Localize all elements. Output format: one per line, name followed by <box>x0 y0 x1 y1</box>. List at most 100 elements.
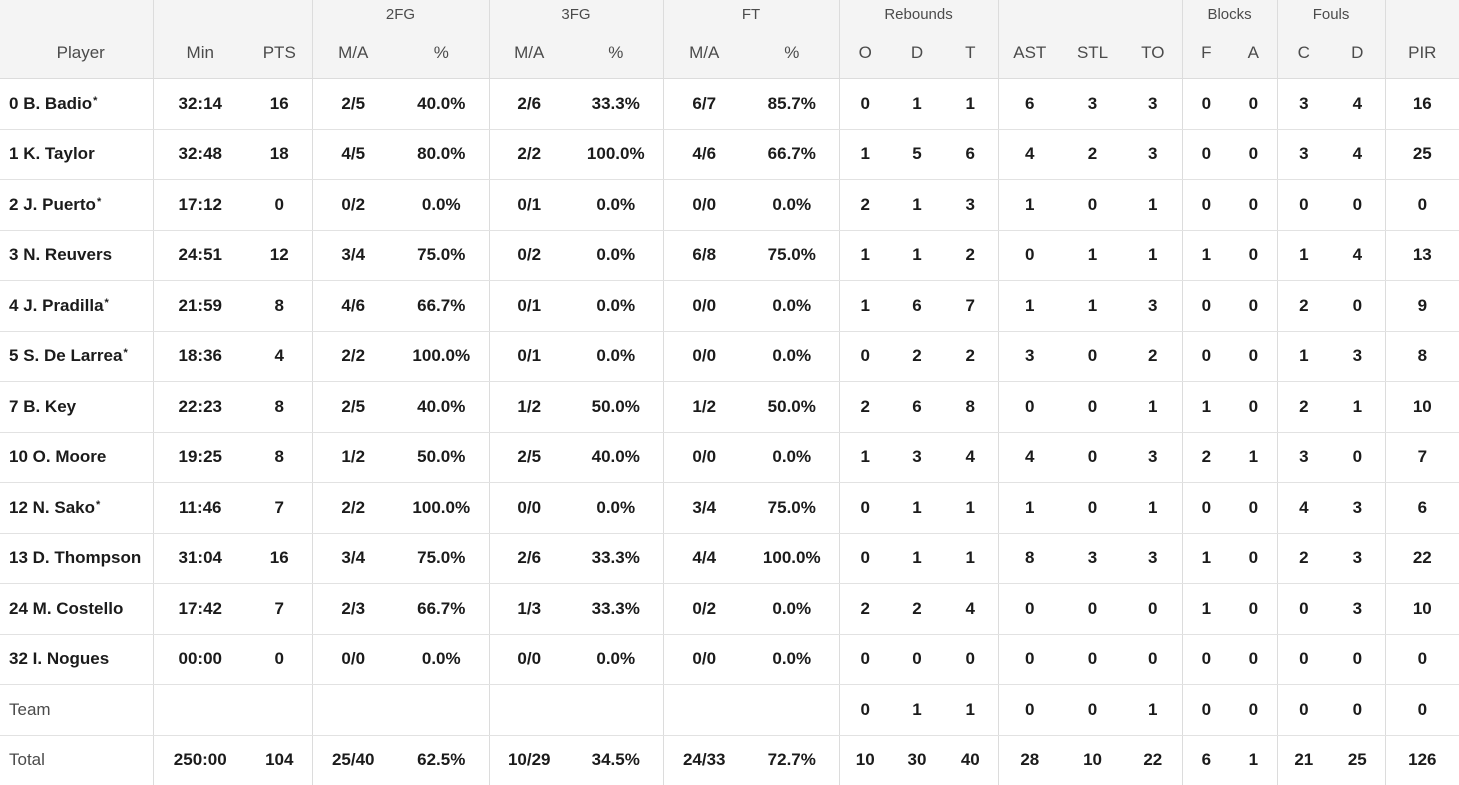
cell-reb-defensive: 5 <box>891 129 943 180</box>
player-number: 24 <box>9 599 28 618</box>
cell-pts: 16 <box>247 79 312 130</box>
column-header-2fg-pct[interactable]: % <box>394 28 489 79</box>
cell-min: 00:00 <box>153 634 247 685</box>
cell-blocks-for: 0 <box>1182 281 1230 332</box>
column-header-player[interactable]: Player <box>0 28 153 79</box>
cell-reb-defensive: 6 <box>891 281 943 332</box>
column-header-3fg-made-attempted[interactable]: M/A <box>489 28 569 79</box>
column-header-ast[interactable]: AST <box>998 28 1061 79</box>
cell-ft-pct <box>745 685 839 736</box>
player-name-link[interactable]: B. Key <box>23 397 76 416</box>
cell-3fg-made-attempted: 2/6 <box>489 79 569 130</box>
cell-to: 1 <box>1124 230 1182 281</box>
cell-reb-offensive: 1 <box>839 230 891 281</box>
column-header-pts[interactable]: PTS <box>247 28 312 79</box>
column-header-reb-defensive[interactable]: D <box>891 28 943 79</box>
cell-blocks-against: 0 <box>1230 584 1277 635</box>
cell-reb-offensive: 1 <box>839 432 891 483</box>
player-name-link[interactable]: D. Thompson <box>33 548 142 567</box>
cell-pts: 8 <box>247 281 312 332</box>
cell-fouls-committed: 0 <box>1277 180 1330 231</box>
player-cell: 5 S. De Larrea* <box>0 331 153 382</box>
cell-ft-pct: 0.0% <box>745 331 839 382</box>
player-cell: 1 K. Taylor <box>0 129 153 180</box>
cell-2fg-made-attempted: 2/5 <box>312 79 394 130</box>
cell-blocks-for: 1 <box>1182 382 1230 433</box>
player-number: 5 <box>9 346 18 365</box>
cell-blocks-against: 0 <box>1230 533 1277 584</box>
player-name-link[interactable]: M. Costello <box>33 599 124 618</box>
player-name-link[interactable]: B. Badio <box>23 94 92 113</box>
cell-min: 22:23 <box>153 382 247 433</box>
column-header-min[interactable]: Min <box>153 28 247 79</box>
cell-fouls-committed: 1 <box>1277 230 1330 281</box>
cell-2fg-pct: 66.7% <box>394 584 489 635</box>
cell-ft-made-attempted: 0/0 <box>663 432 745 483</box>
player-cell: 32 I. Nogues <box>0 634 153 685</box>
column-header-pir[interactable]: PIR <box>1385 28 1459 79</box>
cell-blocks-for: 2 <box>1182 432 1230 483</box>
cell-stl: 0 <box>1061 483 1124 534</box>
cell-2fg-pct: 40.0% <box>394 382 489 433</box>
cell-pts: 16 <box>247 533 312 584</box>
column-header-ft-pct[interactable]: % <box>745 28 839 79</box>
cell-3fg-made-attempted: 2/5 <box>489 432 569 483</box>
column-header-stl[interactable]: STL <box>1061 28 1124 79</box>
player-name-link[interactable]: S. De Larrea <box>23 346 122 365</box>
player-name-link[interactable]: I. Nogues <box>33 649 110 668</box>
player-name-link[interactable]: K. Taylor <box>23 144 94 163</box>
cell-2fg-pct: 75.0% <box>394 533 489 584</box>
cell-to: 1 <box>1124 382 1182 433</box>
cell-ft-pct: 0.0% <box>745 432 839 483</box>
player-number: 2 <box>9 195 18 214</box>
column-header-blocks-for[interactable]: F <box>1182 28 1230 79</box>
column-header-to[interactable]: TO <box>1124 28 1182 79</box>
group-header-min-pts-blank <box>153 0 312 28</box>
column-header-reb-offensive[interactable]: O <box>839 28 891 79</box>
column-header-ft-made-attempted[interactable]: M/A <box>663 28 745 79</box>
player-name-link[interactable]: N. Reuvers <box>23 245 112 264</box>
cell-fouls-committed: 3 <box>1277 432 1330 483</box>
cell-ast: 1 <box>998 483 1061 534</box>
column-header-reb-total[interactable]: T <box>943 28 998 79</box>
column-header-2fg-made-attempted[interactable]: M/A <box>312 28 394 79</box>
cell-ast: 4 <box>998 129 1061 180</box>
cell-pir: 9 <box>1385 281 1459 332</box>
cell-fouls-drawn: 3 <box>1330 533 1385 584</box>
cell-3fg-pct: 50.0% <box>569 382 663 433</box>
player-name-link[interactable]: J. Pradilla <box>23 296 103 315</box>
cell-reb-defensive: 1 <box>891 685 943 736</box>
cell-stl: 2 <box>1061 129 1124 180</box>
cell-pir: 13 <box>1385 230 1459 281</box>
cell-reb-offensive: 2 <box>839 180 891 231</box>
cell-fouls-committed: 1 <box>1277 331 1330 382</box>
player-name-link[interactable]: N. Sako <box>33 498 95 517</box>
group-header-blocks: Blocks <box>1182 0 1277 28</box>
cell-blocks-for: 0 <box>1182 79 1230 130</box>
column-header-3fg-pct[interactable]: % <box>569 28 663 79</box>
cell-ast: 3 <box>998 331 1061 382</box>
team-label: Team <box>0 685 153 736</box>
cell-reb-total: 1 <box>943 79 998 130</box>
cell-reb-offensive: 0 <box>839 79 891 130</box>
cell-ft-made-attempted: 1/2 <box>663 382 745 433</box>
cell-2fg-pct: 66.7% <box>394 281 489 332</box>
player-name-link[interactable]: J. Puerto <box>23 195 96 214</box>
cell-to: 1 <box>1124 685 1182 736</box>
cell-stl: 0 <box>1061 180 1124 231</box>
cell-ft-pct: 66.7% <box>745 129 839 180</box>
cell-reb-total: 3 <box>943 180 998 231</box>
player-number: 0 <box>9 94 18 113</box>
cell-2fg-made-attempted: 2/2 <box>312 331 394 382</box>
cell-fouls-committed: 2 <box>1277 281 1330 332</box>
column-header-fouls-drawn[interactable]: D <box>1330 28 1385 79</box>
cell-ast: 0 <box>998 382 1061 433</box>
cell-ast: 0 <box>998 230 1061 281</box>
cell-reb-total: 2 <box>943 331 998 382</box>
player-number: 32 <box>9 649 28 668</box>
player-name-link[interactable]: O. Moore <box>33 447 107 466</box>
column-header-blocks-against[interactable]: A <box>1230 28 1277 79</box>
column-header-fouls-committed[interactable]: C <box>1277 28 1330 79</box>
cell-reb-defensive: 1 <box>891 483 943 534</box>
